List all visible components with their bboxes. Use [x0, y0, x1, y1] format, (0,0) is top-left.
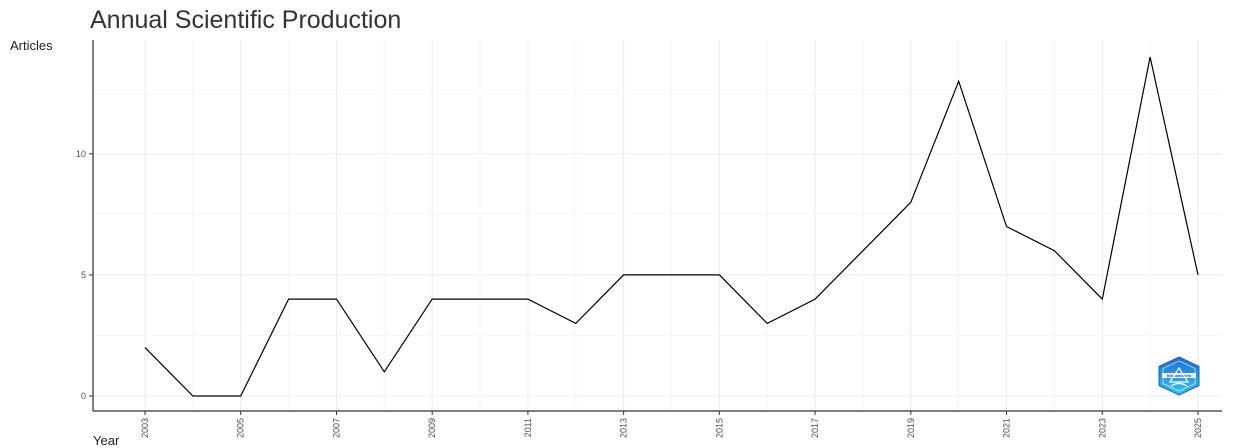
x-tick-label: 2019: [906, 418, 916, 438]
bibliometrix-logo-icon: bibliometrix: [1157, 356, 1201, 396]
x-tick-label: 2025: [1193, 418, 1203, 438]
y-tick-label: 10: [76, 149, 86, 159]
x-tick-label: 2013: [619, 418, 629, 438]
x-tick-label: 2007: [331, 418, 341, 438]
tick-labels: 0 5 10 2003 2005 2007 2009 2011 2013 2015 2017 2019…: [76, 149, 1203, 438]
x-tick-label: 2011: [523, 418, 533, 437]
x-tick-label: 2017: [810, 418, 820, 438]
logo-text: bibliometrix: [1167, 374, 1192, 378]
x-tick-label: 2015: [714, 418, 724, 438]
x-tick-label: 2023: [1097, 418, 1107, 438]
y-tick-label: 5: [81, 270, 86, 280]
x-tick-label: 2009: [427, 418, 437, 438]
x-tick-label: 2003: [140, 418, 150, 438]
x-tick-label: 2021: [1002, 418, 1012, 438]
grid: [93, 40, 1222, 411]
x-tick-label: 2005: [236, 418, 246, 438]
y-tick-label: 0: [81, 391, 86, 401]
